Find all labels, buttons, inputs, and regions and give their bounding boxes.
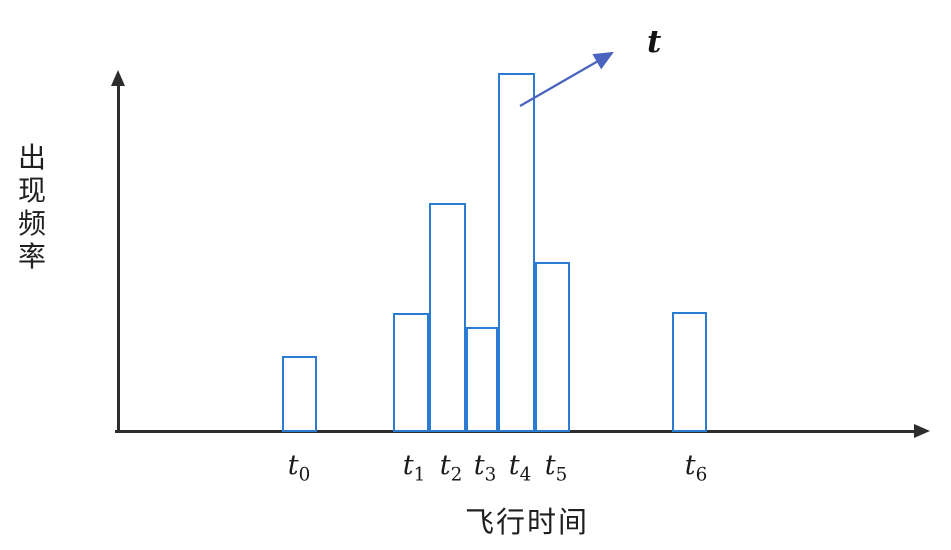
x-axis-arrowhead-icon bbox=[914, 424, 930, 438]
y-axis-label: 出现频率 bbox=[17, 141, 46, 273]
bar-t4 bbox=[498, 73, 535, 432]
x-tick-t3: t3 bbox=[473, 450, 497, 486]
x-tick-t0: t0 bbox=[287, 450, 311, 486]
bar-t0 bbox=[282, 356, 317, 432]
bar-t1 bbox=[393, 313, 429, 432]
x-tick-t2: t2 bbox=[439, 450, 463, 486]
x-tick-t5: t5 bbox=[544, 450, 568, 486]
x-tick-t4: t4 bbox=[508, 450, 532, 486]
y-axis-line bbox=[117, 84, 120, 432]
x-tick-t6: t6 bbox=[684, 450, 708, 486]
x-axis-label: 飞行时间 bbox=[464, 505, 590, 539]
bar-t5 bbox=[535, 262, 570, 432]
y-axis-arrowhead-icon bbox=[111, 70, 125, 86]
bar-t3 bbox=[466, 327, 498, 432]
x-tick-t1: t1 bbox=[402, 450, 426, 486]
annotation-label-t: t bbox=[647, 24, 662, 60]
bar-t6 bbox=[672, 312, 707, 432]
bar-t2 bbox=[429, 203, 466, 432]
